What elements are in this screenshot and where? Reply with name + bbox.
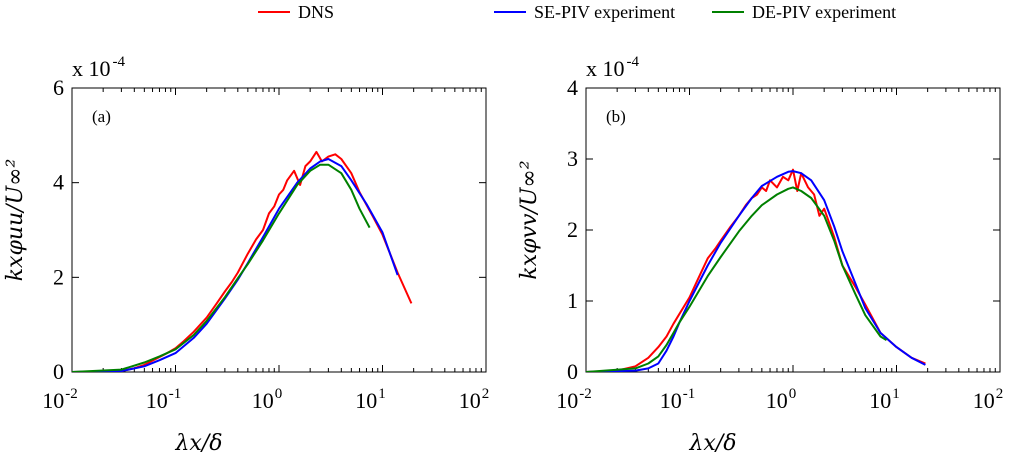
series-group (72, 150, 413, 372)
panel-label: (a) (92, 107, 111, 126)
series-line-de-piv-experiment (72, 163, 371, 372)
y-tick-label: 4 (53, 170, 64, 195)
series-line-se-piv-experiment (72, 158, 399, 372)
series-line-dns (72, 150, 413, 372)
x-axis: 10-2 10-1 100 101 102 (556, 88, 1003, 413)
x-tick-label: 101 (355, 386, 386, 413)
legend: DNS SE-PIV experiment DE-PIV experiment (258, 2, 896, 22)
axes-frame (585, 87, 1001, 373)
y-multiplier: x 10 -4 (72, 54, 125, 81)
y-axis-label: kxφvv/U∞² (517, 160, 542, 279)
x-axis-label: λx/δ (174, 431, 222, 456)
y-tick-label: 2 (53, 264, 64, 289)
axes-frame (71, 87, 487, 373)
x-tick-label: 10-2 (556, 386, 592, 413)
x-tick-label: 102 (459, 386, 490, 413)
x-axis: 10-2 10-1 100 101 102 (42, 88, 489, 413)
y-tick-label: 1 (567, 288, 578, 313)
x-tick-label: 100 (766, 386, 797, 413)
x-tick-label: 10-1 (146, 386, 182, 413)
legend-label: SE-PIV experiment (534, 2, 675, 22)
series-line-se-piv-experiment (586, 170, 926, 372)
y-tick-label: 6 (53, 75, 64, 100)
series-group (586, 168, 926, 372)
legend-item-se-piv-experiment: SE-PIV experiment (494, 2, 675, 22)
x-tick-label: 101 (869, 386, 900, 413)
panel-a: 10-2 10-1 100 101 102 0 2 4 6 x 10 -4 (a) λx/δ kxφuu/… (3, 54, 489, 456)
y-tick-label: 4 (567, 75, 578, 100)
y-tick-label: 3 (567, 146, 578, 171)
y-axis-label: kxφuu/U∞² (3, 159, 28, 282)
panel-b: 10-2 10-1 100 101 102 0 1 2 3 4 x 10 -4 (b) λx/δ kxφvv… (517, 54, 1003, 456)
y-axis: 0 1 2 3 4 (567, 75, 1000, 384)
legend-item-de-piv-experiment: DE-PIV experiment (712, 2, 896, 22)
x-axis-label: λx/δ (688, 431, 736, 456)
x-tick-label: 102 (973, 386, 1004, 413)
y-tick-label: 2 (567, 217, 578, 242)
panel-label: (b) (606, 107, 626, 126)
x-tick-label: 10-1 (660, 386, 696, 413)
y-multiplier: x 10 -4 (586, 54, 639, 81)
x-tick-label: 10-2 (42, 386, 78, 413)
x-tick-label: 100 (252, 386, 283, 413)
legend-label: DE-PIV experiment (752, 2, 896, 22)
series-line-dns (586, 168, 926, 372)
y-tick-label: 0 (53, 359, 64, 384)
legend-item-dns: DNS (258, 2, 334, 22)
y-tick-label: 0 (567, 359, 578, 384)
series-line-de-piv-experiment (586, 186, 888, 372)
legend-label: DNS (298, 2, 334, 22)
